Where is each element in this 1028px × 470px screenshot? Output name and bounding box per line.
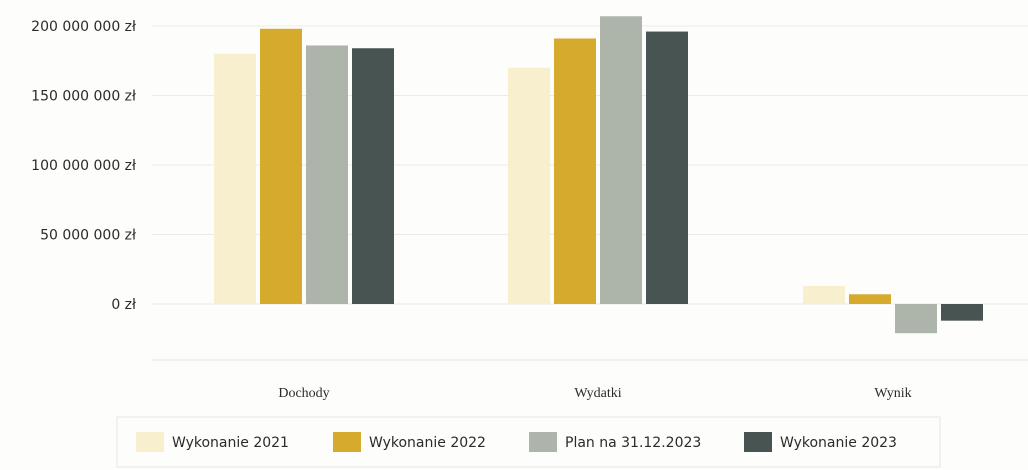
x-tick-label: Wydatki (574, 386, 621, 401)
bar (849, 294, 891, 304)
legend-label: Wykonanie 2023 (780, 435, 897, 451)
bar (352, 48, 394, 304)
legend-frame (116, 416, 941, 468)
bar (941, 304, 983, 321)
x-tick-label: Dochody (278, 386, 329, 401)
x-tick-label: Wynik (874, 386, 911, 401)
bar (803, 285, 845, 304)
bar (554, 38, 596, 304)
y-tick-label: 100 000 000 zł (31, 158, 136, 174)
y-tick-label: 50 000 000 zł (40, 228, 136, 244)
bar (306, 45, 348, 305)
legend: Wykonanie 2021 Wykonanie 2022 Plan na 31.1… (116, 416, 941, 468)
legend-label: Wykonanie 2021 (172, 435, 289, 451)
legend-swatch (136, 432, 164, 452)
bars (214, 16, 983, 334)
y-tick-label: 200 000 000 zł (31, 19, 136, 35)
bar (214, 53, 256, 304)
bar (600, 16, 642, 305)
legend-swatch (744, 432, 772, 452)
y-tick-label: 150 000 000 zł (31, 89, 136, 105)
bar (508, 67, 550, 304)
legend-swatch (333, 432, 361, 452)
y-axis-ticks: 200 000 000 zł 150 000 000 zł 100 000 000 … (31, 19, 136, 313)
bar (260, 28, 302, 305)
legend-label: Plan na 31.12.2023 (565, 435, 701, 451)
legend-swatch (529, 432, 557, 452)
bar (646, 31, 688, 305)
x-axis-ticks: Dochody Wydatki Wynik (278, 386, 911, 401)
bar (895, 304, 937, 334)
legend-label: Wykonanie 2022 (369, 435, 486, 451)
y-tick-label: 0 zł (111, 297, 136, 313)
